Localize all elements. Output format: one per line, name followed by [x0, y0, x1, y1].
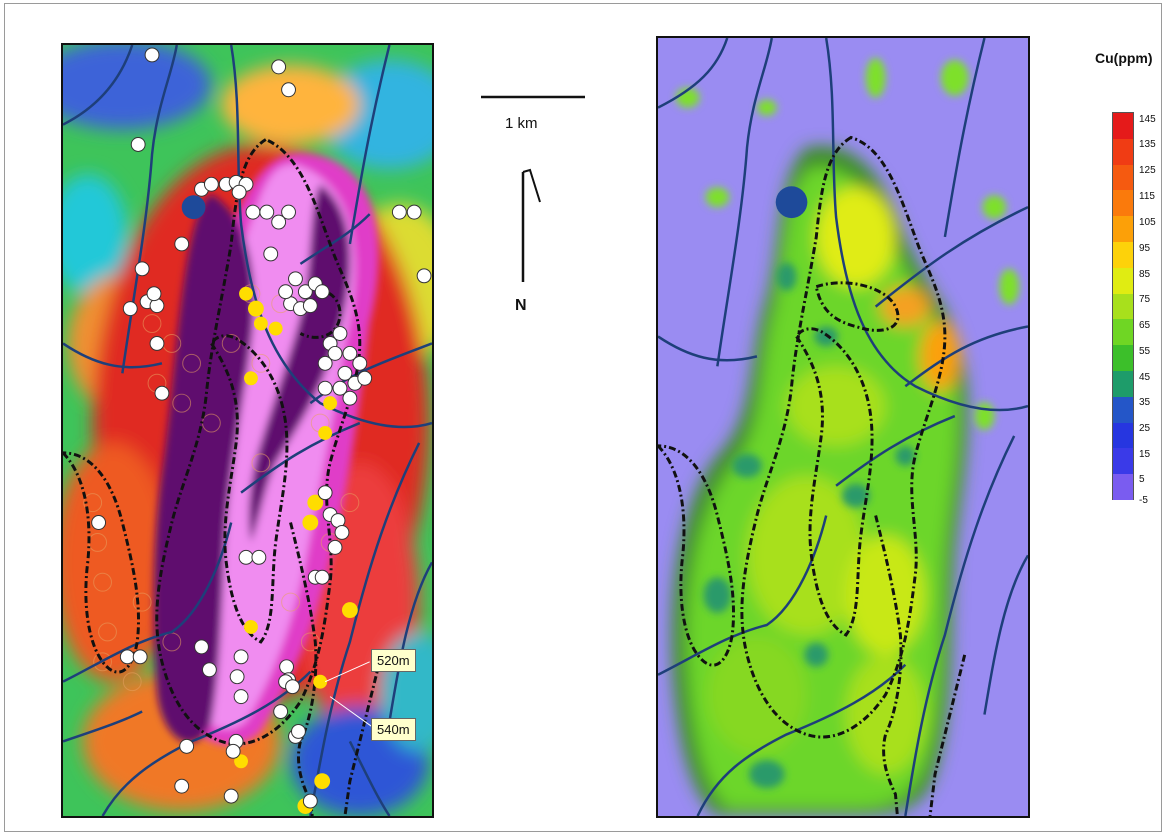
legend-swatch — [1113, 164, 1133, 191]
legend-swatch — [1113, 319, 1133, 346]
legend-color-bar — [1112, 112, 1134, 500]
legend-swatch — [1113, 345, 1133, 371]
right-contour-lines — [658, 135, 967, 816]
deposit-marker — [181, 195, 206, 220]
scale-bar-label: 1 km — [505, 115, 538, 132]
north-arrow-label: N — [515, 297, 527, 314]
callout-leaders — [324, 661, 372, 727]
scale-bar-and-north-arrow — [481, 95, 585, 282]
legend-tick: 105 — [1139, 217, 1156, 228]
legend-tick: 135 — [1139, 139, 1156, 150]
right-fault-lines — [658, 38, 1028, 816]
legend-tick: 85 — [1139, 269, 1151, 280]
legend-tick: 45 — [1139, 372, 1151, 383]
elevation-callout-520: 520m — [371, 649, 416, 672]
legend-title: Cu(ppm) — [1095, 50, 1153, 66]
legend-swatch — [1113, 474, 1133, 500]
legend-tick: 145 — [1139, 114, 1156, 125]
legend-swatch — [1113, 448, 1133, 475]
legend-tick: 55 — [1139, 346, 1151, 357]
legend-tick: -5 — [1139, 495, 1148, 506]
legend-tick: 125 — [1139, 165, 1156, 176]
legend-swatch — [1113, 113, 1133, 139]
legend-swatch — [1113, 293, 1133, 320]
legend-tick: 115 — [1139, 191, 1155, 202]
yellow-samples — [234, 286, 358, 815]
right-map-canvas — [658, 38, 1028, 816]
survey-circles — [83, 284, 360, 692]
legend-swatch — [1113, 138, 1133, 165]
legend-swatch — [1113, 216, 1133, 242]
legend-tick: 25 — [1139, 423, 1151, 434]
legend-tick: 75 — [1139, 294, 1151, 305]
legend-tick: 15 — [1139, 449, 1151, 460]
right-deposit-marker — [775, 186, 808, 219]
left-map-canvas — [63, 45, 432, 816]
legend-tick: 65 — [1139, 320, 1151, 331]
figure-frame — [4, 3, 1162, 832]
north-arrow-head — [522, 168, 541, 203]
legend-tick: 95 — [1139, 243, 1151, 254]
white-samples — [91, 47, 432, 809]
legend-swatch — [1113, 267, 1133, 294]
legend-swatch — [1113, 396, 1133, 423]
legend-tick: 35 — [1139, 397, 1151, 408]
legend-tick: 5 — [1139, 474, 1145, 485]
elevation-callout-540: 540m — [371, 718, 416, 741]
legend-swatch — [1113, 370, 1133, 397]
left-geophysics-map — [61, 43, 434, 818]
legend-swatch — [1113, 422, 1133, 449]
legend-swatch — [1113, 190, 1133, 217]
legend-swatch — [1113, 241, 1133, 268]
right-copper-map — [656, 36, 1030, 818]
